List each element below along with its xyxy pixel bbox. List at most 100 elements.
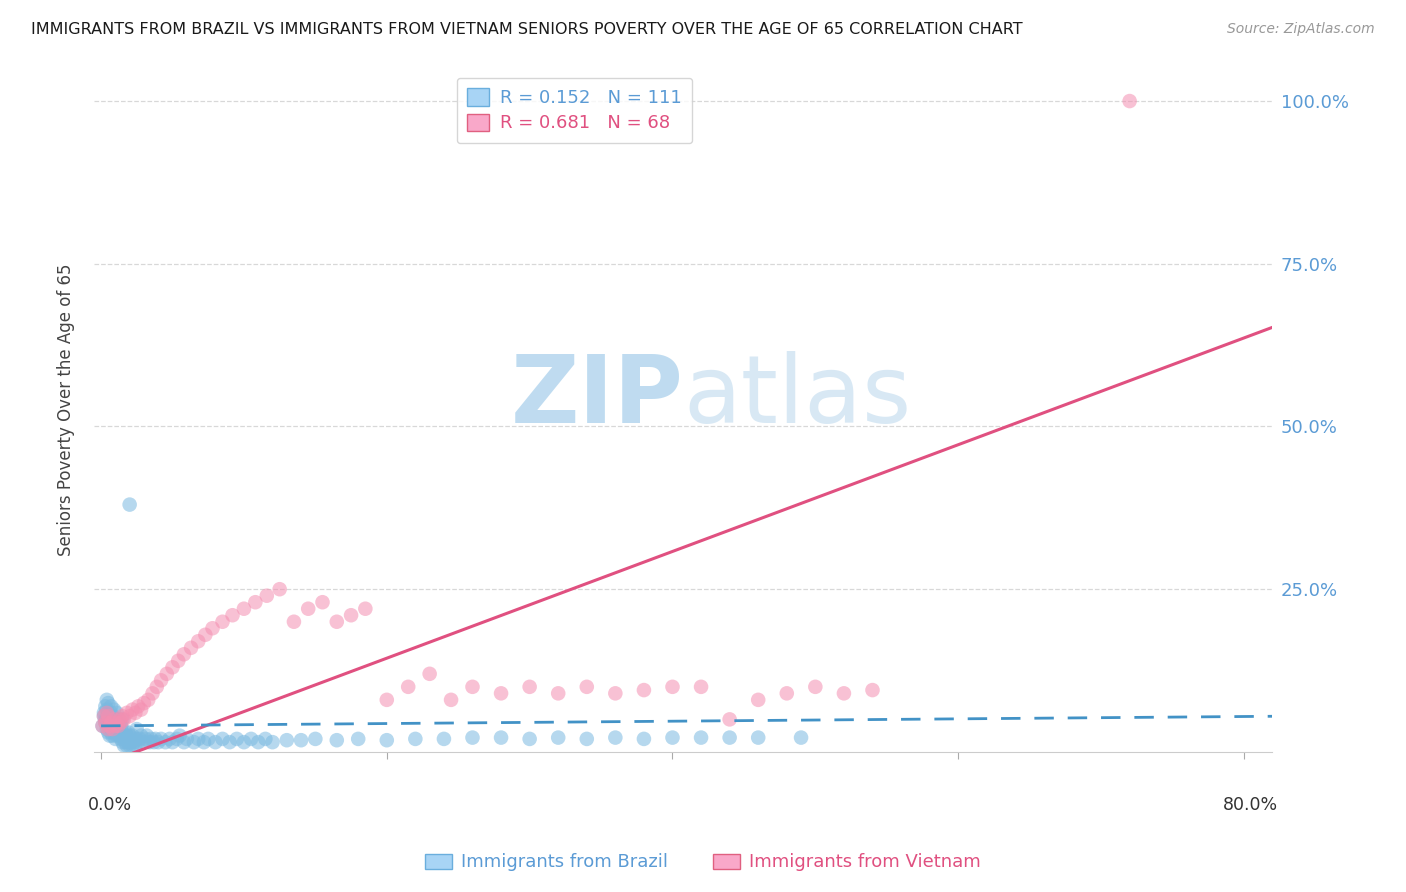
Point [150, 731, 173, 746]
Point [354, 601, 377, 615]
Point [519, 731, 541, 746]
Point [105, 729, 128, 743]
Point [114, 735, 136, 749]
Point [108, 729, 131, 743]
Point [862, 683, 884, 698]
Point [104, 719, 127, 733]
Point [297, 601, 319, 615]
Point [396, 680, 419, 694]
Point [110, 715, 132, 730]
Point [122, 735, 145, 749]
Point [96, 693, 118, 707]
Point [256, 589, 278, 603]
Point [101, 722, 124, 736]
Point [173, 735, 195, 749]
Point [575, 731, 598, 746]
Point [93, 709, 115, 723]
Point [115, 706, 138, 720]
Point [254, 731, 277, 746]
Point [135, 729, 157, 743]
Point [107, 725, 129, 739]
Point [326, 615, 349, 629]
Point [118, 729, 141, 743]
Point [117, 725, 139, 739]
Point [132, 696, 155, 710]
Point [232, 735, 254, 749]
Point [111, 735, 134, 749]
Point [97, 725, 120, 739]
Point [128, 731, 150, 746]
Point [718, 731, 741, 745]
Point [117, 735, 139, 749]
Point [240, 731, 263, 746]
Point [183, 735, 205, 749]
Point [211, 731, 233, 746]
Point [112, 739, 135, 753]
Point [121, 729, 143, 743]
Point [433, 731, 456, 746]
Point [98, 719, 121, 733]
Point [547, 686, 569, 700]
Point [162, 735, 184, 749]
Point [187, 634, 209, 648]
Point [100, 725, 122, 739]
Point [96, 712, 118, 726]
Point [790, 731, 813, 745]
Point [96, 703, 118, 717]
Point [194, 628, 217, 642]
Legend: Immigrants from Brazil, Immigrants from Vietnam: Immigrants from Brazil, Immigrants from … [418, 847, 988, 879]
Legend: R = 0.152   N = 111, R = 0.681   N = 68: R = 0.152 N = 111, R = 0.681 N = 68 [457, 78, 692, 143]
Text: 80.0%: 80.0% [1223, 797, 1278, 814]
Point [419, 666, 441, 681]
Point [103, 712, 125, 726]
Point [180, 640, 202, 655]
Point [105, 715, 128, 730]
Point [111, 725, 134, 739]
Point [340, 608, 363, 623]
Text: atlas: atlas [683, 351, 911, 442]
Point [101, 729, 124, 743]
Point [347, 731, 370, 746]
Point [114, 725, 136, 739]
Point [134, 731, 156, 746]
Point [276, 733, 298, 747]
Point [125, 722, 148, 736]
Point [129, 703, 152, 717]
Point [269, 582, 291, 597]
Point [211, 615, 233, 629]
Point [100, 699, 122, 714]
Point [97, 696, 120, 710]
Point [98, 719, 121, 733]
Point [97, 722, 120, 736]
Point [125, 731, 148, 746]
Point [104, 719, 127, 733]
Point [115, 739, 138, 753]
Point [225, 731, 247, 746]
Point [283, 615, 305, 629]
Point [103, 712, 125, 726]
Point [100, 715, 122, 730]
Point [101, 709, 124, 723]
Point [690, 731, 713, 745]
Point [150, 673, 173, 688]
Point [461, 731, 484, 745]
Point [311, 595, 333, 609]
Point [173, 648, 195, 662]
Point [129, 729, 152, 743]
Point [96, 722, 118, 736]
Point [107, 712, 129, 726]
Point [142, 735, 165, 749]
Point [162, 660, 184, 674]
Text: 0.0%: 0.0% [89, 797, 132, 814]
Point [262, 735, 284, 749]
Point [110, 719, 132, 733]
Point [94, 715, 117, 730]
Point [156, 666, 179, 681]
Point [166, 731, 188, 746]
Point [747, 731, 769, 745]
Point [104, 731, 127, 746]
Point [110, 731, 132, 746]
Point [155, 735, 177, 749]
Point [111, 712, 134, 726]
Point [461, 680, 484, 694]
